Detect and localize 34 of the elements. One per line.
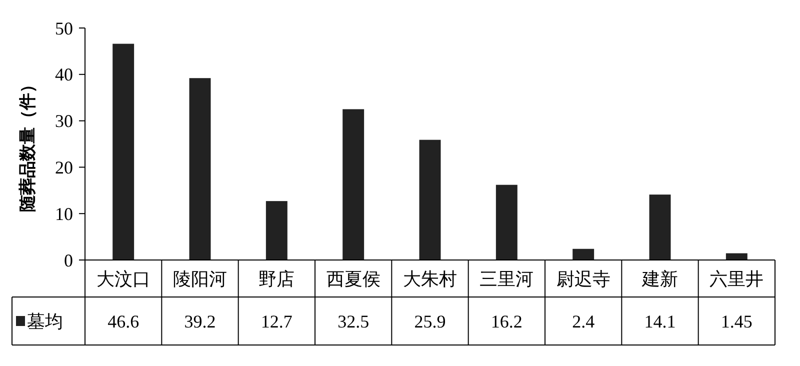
x-tick-label: 野店 <box>258 268 295 290</box>
x-tick-label: 建新 <box>641 268 678 290</box>
bar <box>266 201 288 260</box>
bar <box>419 140 441 260</box>
data-label: 32.5 <box>338 311 370 332</box>
data-label: 1.45 <box>720 311 752 332</box>
x-tick-label: 大朱村 <box>403 268 457 290</box>
bar <box>342 109 364 260</box>
x-tick-label: 陵阳河 <box>173 268 227 290</box>
y-tick-label: 50 <box>55 18 73 38</box>
x-tick-label: 西夏侯 <box>326 268 380 290</box>
x-tick-label: 尉迟寺 <box>556 268 610 290</box>
bar <box>189 78 211 260</box>
y-axis-title: 随葬品数量（件） <box>18 76 38 212</box>
data-label: 25.9 <box>414 311 446 332</box>
bar <box>649 194 671 260</box>
bar <box>572 248 594 260</box>
x-tick-label: 大汶口 <box>96 268 150 290</box>
data-label: 16.2 <box>490 311 522 332</box>
y-tick-label: 40 <box>55 64 73 85</box>
y-tick-label: 30 <box>55 111 73 132</box>
bar <box>112 44 134 260</box>
bar <box>496 184 518 260</box>
data-label: 39.2 <box>184 311 216 332</box>
data-label: 2.4 <box>572 311 595 332</box>
y-tick-label: 0 <box>64 250 73 270</box>
x-tick-label: 三里河 <box>480 268 534 290</box>
x-tick-label: 六里井 <box>710 268 764 290</box>
data-label: 12.7 <box>260 311 292 332</box>
y-tick-label: 10 <box>55 204 73 224</box>
legend-label: 墓均 <box>27 311 63 332</box>
data-label: 46.6 <box>108 311 140 332</box>
data-label: 14.1 <box>644 311 676 332</box>
y-tick-label: 20 <box>55 158 73 178</box>
